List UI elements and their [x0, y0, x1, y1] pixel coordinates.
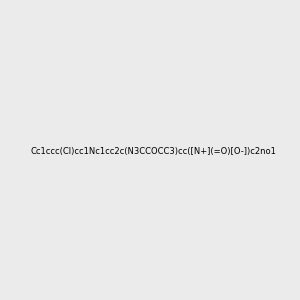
- Text: Cc1ccc(Cl)cc1Nc1cc2c(N3CCOCC3)cc([N+](=O)[O-])c2no1: Cc1ccc(Cl)cc1Nc1cc2c(N3CCOCC3)cc([N+](=O…: [31, 147, 277, 156]
